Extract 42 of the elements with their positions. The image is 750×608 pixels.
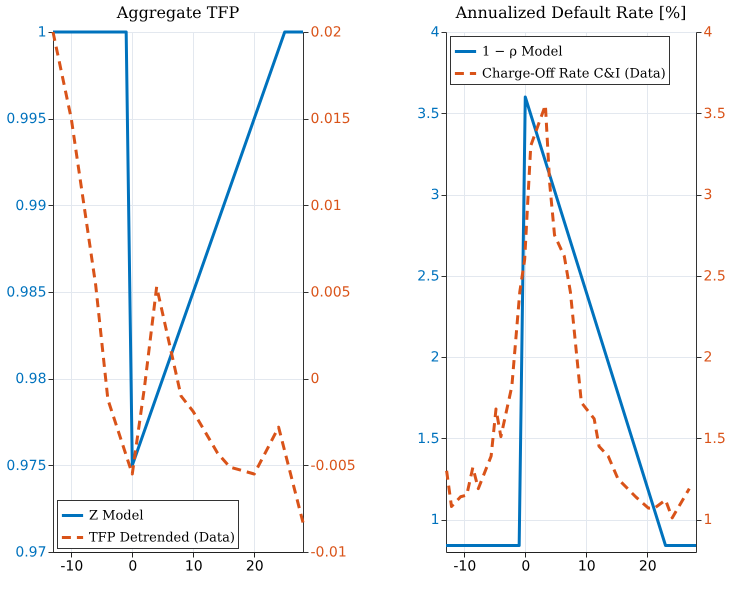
y-tick-label: 0.99 — [15, 198, 46, 214]
y2-tick-label: -0.005 — [310, 458, 356, 474]
x-tick-label: 20 — [638, 558, 657, 574]
y-tick-label: 0.985 — [6, 284, 46, 300]
legend-label: 1 − ρ Model — [482, 44, 563, 60]
y-tick-label: 1.5 — [417, 430, 440, 447]
y-tick-label: 2.5 — [417, 268, 440, 284]
y2-tick-label: 3.5 — [704, 106, 726, 122]
y-tick-label: 3.5 — [417, 106, 440, 122]
legend-label: Charge-Off Rate C&I (Data) — [482, 66, 666, 82]
legend-label: TFP Detrended (Data) — [89, 530, 235, 546]
x-tick-label: -10 — [60, 558, 84, 574]
x-tick-label: 10 — [578, 558, 596, 574]
y2-tick-label: 0.015 — [310, 111, 351, 128]
y2-tick-label: 4 — [704, 24, 712, 40]
chart-title: Annualized Default Rate [%] — [454, 3, 686, 22]
y-tick-label: 1 — [430, 512, 440, 528]
y-tick-label: 0.97 — [15, 544, 46, 560]
chart-title: Aggregate TFP — [116, 3, 240, 22]
y-tick-label: 0.995 — [6, 111, 46, 128]
y2-tick-label: 2 — [704, 350, 712, 366]
y-tick-label: 0.98 — [15, 371, 46, 388]
x-tick-label: 20 — [246, 558, 264, 574]
y2-tick-label: 0 — [310, 371, 320, 388]
y2-tick-label: 3 — [704, 187, 712, 203]
y-tick-label: 3 — [430, 187, 440, 203]
x-tick-label: -10 — [453, 558, 476, 574]
x-tick-label: 0 — [128, 558, 138, 574]
y2-tick-label: -0.01 — [310, 544, 347, 560]
y-tick-label: 4 — [430, 24, 440, 40]
y2-tick-label: 1.5 — [704, 430, 726, 447]
legend-label: Z Model — [89, 508, 144, 524]
y2-tick-label: 0.01 — [310, 198, 342, 214]
x-tick-label: 0 — [521, 558, 530, 574]
y-tick-label: 2 — [430, 350, 440, 366]
y-tick-label: 1 — [38, 24, 46, 40]
y2-tick-label: 0.005 — [310, 284, 351, 300]
y2-tick-label: 1 — [704, 512, 712, 528]
y2-tick-label: 0.02 — [310, 24, 342, 40]
y-tick-label: 0.975 — [6, 458, 46, 474]
y2-tick-label: 2.5 — [704, 268, 726, 284]
x-tick-label: 10 — [184, 558, 203, 574]
